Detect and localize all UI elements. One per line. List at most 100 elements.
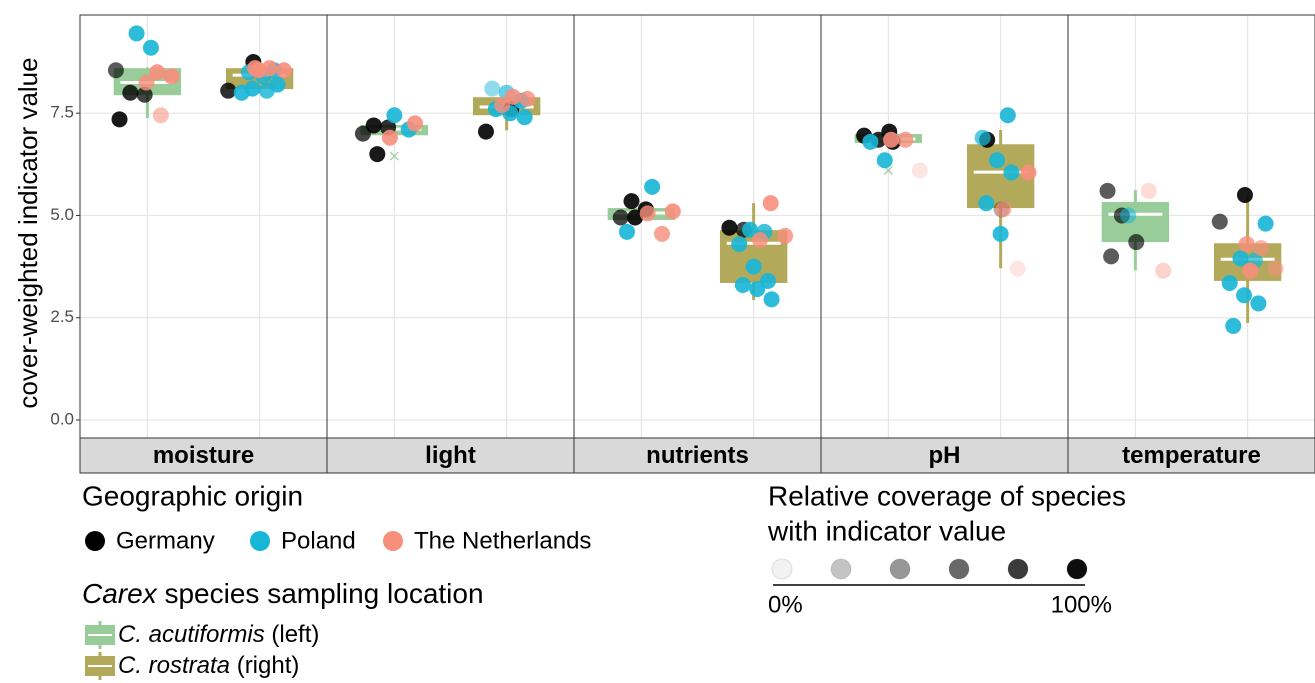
legend-title: with indicator value — [767, 515, 1006, 546]
point — [233, 84, 250, 101]
y-axis-title: cover-weighted indicator value — [13, 57, 43, 408]
point — [862, 133, 879, 150]
point — [1232, 250, 1249, 267]
outlier — [389, 151, 399, 161]
point — [152, 107, 169, 124]
point — [978, 195, 995, 212]
strip-label: moisture — [153, 442, 254, 469]
point — [407, 115, 424, 132]
point — [995, 201, 1012, 218]
legend-marker — [250, 531, 270, 551]
legend-title-part: species sampling location — [157, 578, 484, 609]
point — [1020, 164, 1037, 181]
point — [1120, 207, 1137, 224]
strip — [79, 437, 328, 474]
point — [1128, 234, 1145, 251]
point — [163, 68, 180, 85]
legend-label: C. rostrata (right) — [118, 652, 299, 679]
point — [883, 131, 900, 148]
point — [128, 25, 145, 42]
panel-border — [573, 14, 822, 439]
legend-marker — [1007, 558, 1029, 580]
legend-label-name: C. rostrata — [118, 652, 230, 679]
legend-marker — [85, 531, 105, 551]
legend-label: C. acutiformis (left) — [118, 621, 319, 648]
point — [275, 62, 292, 79]
point — [354, 125, 371, 142]
point — [742, 221, 759, 238]
point — [477, 123, 494, 140]
point — [734, 277, 751, 293]
point — [381, 129, 398, 146]
point — [136, 86, 153, 103]
legend-marker — [771, 558, 793, 580]
legend-label-name: C. acutiformis — [118, 621, 265, 648]
point — [1253, 240, 1270, 257]
point — [989, 152, 1006, 169]
point — [999, 107, 1016, 124]
point — [1003, 164, 1020, 181]
point — [876, 152, 893, 169]
point — [911, 162, 928, 179]
point — [1236, 187, 1253, 203]
point — [731, 236, 748, 253]
legend-title: Geographic origin — [82, 480, 303, 511]
point — [111, 111, 128, 128]
strip-label: light — [425, 442, 476, 469]
point — [623, 193, 640, 210]
point — [250, 62, 267, 79]
legend-tick-label: 0% — [768, 591, 803, 618]
legend-title-part: Carex — [82, 578, 158, 609]
point — [1250, 295, 1267, 312]
point — [149, 64, 166, 81]
point — [122, 84, 139, 101]
y-tick-label: 5.0 — [50, 205, 74, 224]
point — [777, 227, 794, 244]
strip-label: temperature — [1122, 442, 1261, 469]
point — [1009, 260, 1026, 277]
point — [974, 129, 991, 146]
point — [494, 97, 511, 113]
point — [627, 209, 644, 226]
point — [138, 74, 155, 91]
point — [762, 195, 779, 212]
point — [618, 223, 635, 240]
point — [897, 131, 914, 148]
point — [1257, 215, 1274, 232]
point — [516, 109, 533, 126]
y-tick-label: 0.0 — [50, 409, 74, 428]
panel-border — [326, 14, 575, 439]
point — [749, 281, 766, 298]
legend-label: Germany — [116, 527, 215, 554]
legend-label-suffix: (left) — [265, 621, 320, 648]
point — [1238, 236, 1255, 253]
strip-label: pH — [929, 442, 961, 469]
point — [1267, 260, 1284, 277]
point — [1221, 274, 1238, 291]
legend-label: The Netherlands — [414, 527, 591, 554]
point — [664, 203, 681, 220]
strip-label: nutrients — [646, 442, 749, 469]
point — [654, 225, 671, 242]
legend-title: Relative coverage of species — [768, 480, 1126, 511]
panel-border — [820, 14, 1069, 439]
point — [1236, 287, 1253, 304]
point — [612, 209, 629, 226]
point — [484, 80, 501, 97]
legend-label: Poland — [281, 527, 356, 554]
legend-marker — [948, 558, 970, 580]
strip — [1067, 437, 1315, 474]
point — [644, 178, 661, 195]
point — [369, 146, 386, 163]
point — [1225, 317, 1242, 334]
y-tick-label: 7.5 — [50, 103, 74, 122]
legend-marker — [889, 558, 911, 580]
legend-marker — [383, 531, 403, 551]
point — [639, 205, 656, 222]
point — [992, 225, 1009, 242]
point — [1155, 262, 1172, 279]
point — [1242, 262, 1259, 279]
legend-tick-label: 100% — [1051, 591, 1112, 618]
point — [763, 291, 780, 308]
